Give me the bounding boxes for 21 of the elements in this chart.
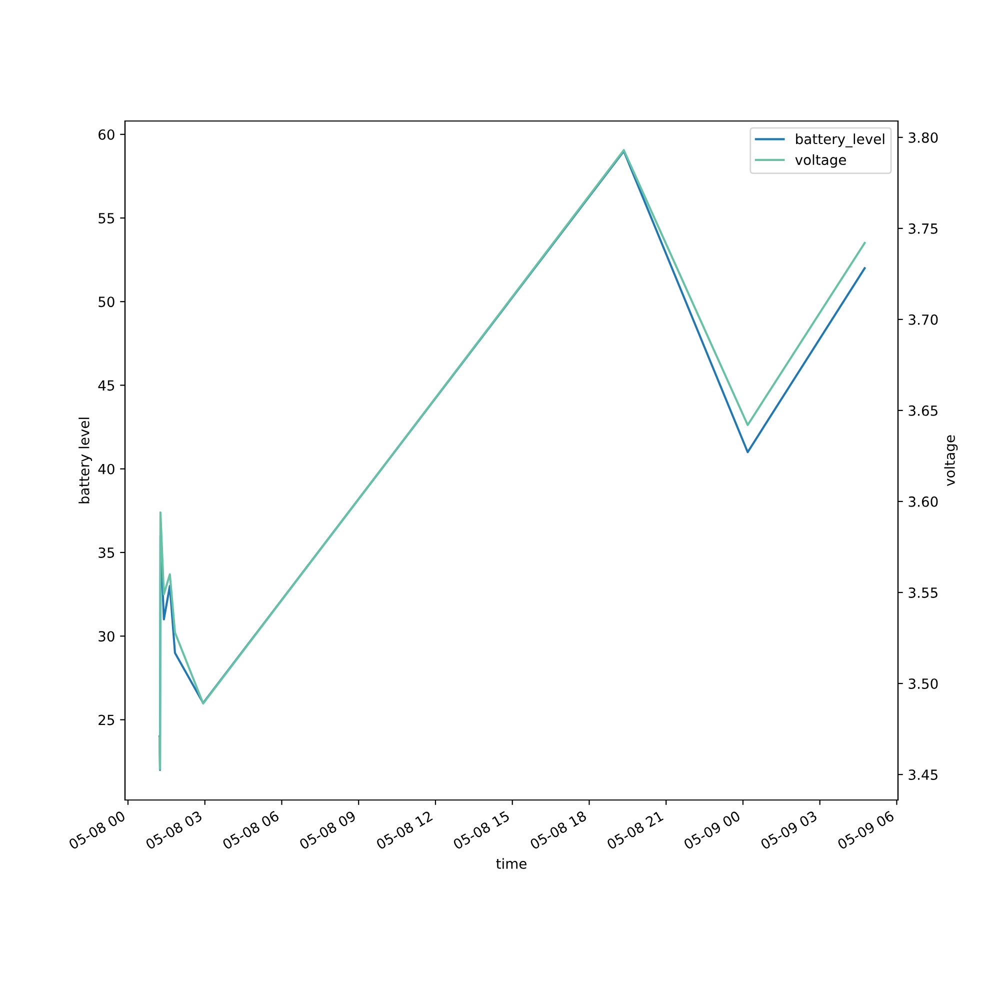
y-tick-label: 35 [98,547,114,558]
y2-tick-label: 3.50 [908,678,938,689]
legend-label: battery_level [796,134,884,148]
y2-axis-title: voltage [944,435,958,486]
y-tick-label: 40 [98,464,114,474]
y-tick-label: 60 [98,129,114,140]
y-axis-title: battery level [78,418,92,504]
x-axis-title: time [496,858,526,869]
y-tick-label: 55 [98,213,114,224]
y-tick-label: 30 [98,631,114,642]
y2-tick-label: 3.75 [908,223,938,234]
y-tick-label: 45 [98,380,114,391]
y2-tick-label: 3.55 [908,587,938,598]
y2-tick-label: 3.60 [908,496,938,507]
y2-tick-label: 3.80 [908,132,938,143]
y2-tick-label: 3.70 [908,314,938,325]
y-tick-label: 25 [98,714,114,726]
legend-label: voltage [795,154,846,168]
y2-tick-label: 3.45 [908,769,938,780]
y2-tick-label: 3.65 [908,405,938,416]
y-tick-label: 50 [98,296,114,308]
